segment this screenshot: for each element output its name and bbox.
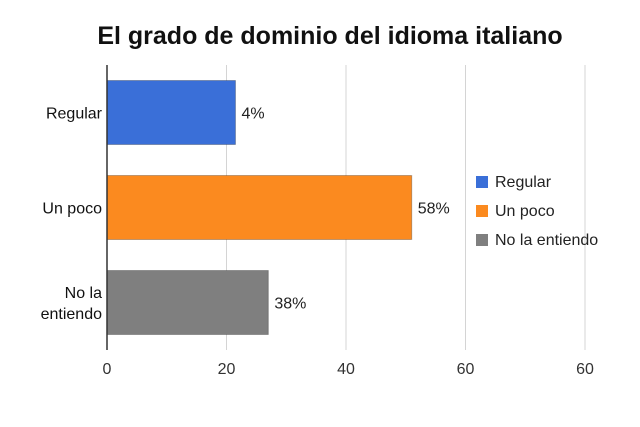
bar-regular [106, 80, 236, 145]
x-tick-label: 0 [103, 361, 112, 378]
legend-swatch-no-la-entiendo [476, 234, 488, 246]
legend-label-no-la-entiendo: No la entiendo [495, 232, 598, 249]
x-tick-label: 40 [337, 361, 355, 378]
data-label-un-poco: 58% [418, 201, 450, 218]
category-label-line: Regular [46, 106, 103, 123]
data-label-no-la-entiendo: 38% [274, 296, 306, 313]
bars [106, 80, 413, 335]
category-label-no-la-entiendo: No la entiendo [41, 285, 102, 323]
x-tick-label: 60 [457, 361, 475, 378]
data-label-regular: 4% [241, 106, 264, 123]
category-label-regular: Regular [46, 106, 103, 123]
legend: Regular Un poco No la entiendo [476, 174, 598, 249]
legend-label-un-poco: Un poco [495, 203, 555, 220]
category-label-line: No la [65, 285, 102, 302]
legend-swatch-un-poco [476, 205, 488, 217]
chart-title: El grado de dominio del idioma italiano [97, 22, 562, 50]
category-label-un-poco: Un poco [42, 201, 102, 218]
x-tick-label: 60 [576, 361, 594, 378]
bar-no-la-entiendo [106, 270, 269, 335]
category-label-line: Un poco [42, 201, 102, 218]
category-label-line: entiendo [41, 306, 102, 323]
labels: 0 20 40 60 60 4% Regular 58% Un poco 38% No la enti… [41, 106, 594, 379]
bar-un-poco [106, 175, 413, 240]
legend-swatch-regular [476, 176, 488, 188]
legend-label-regular: Regular [495, 174, 552, 191]
x-tick-label: 20 [218, 361, 236, 378]
